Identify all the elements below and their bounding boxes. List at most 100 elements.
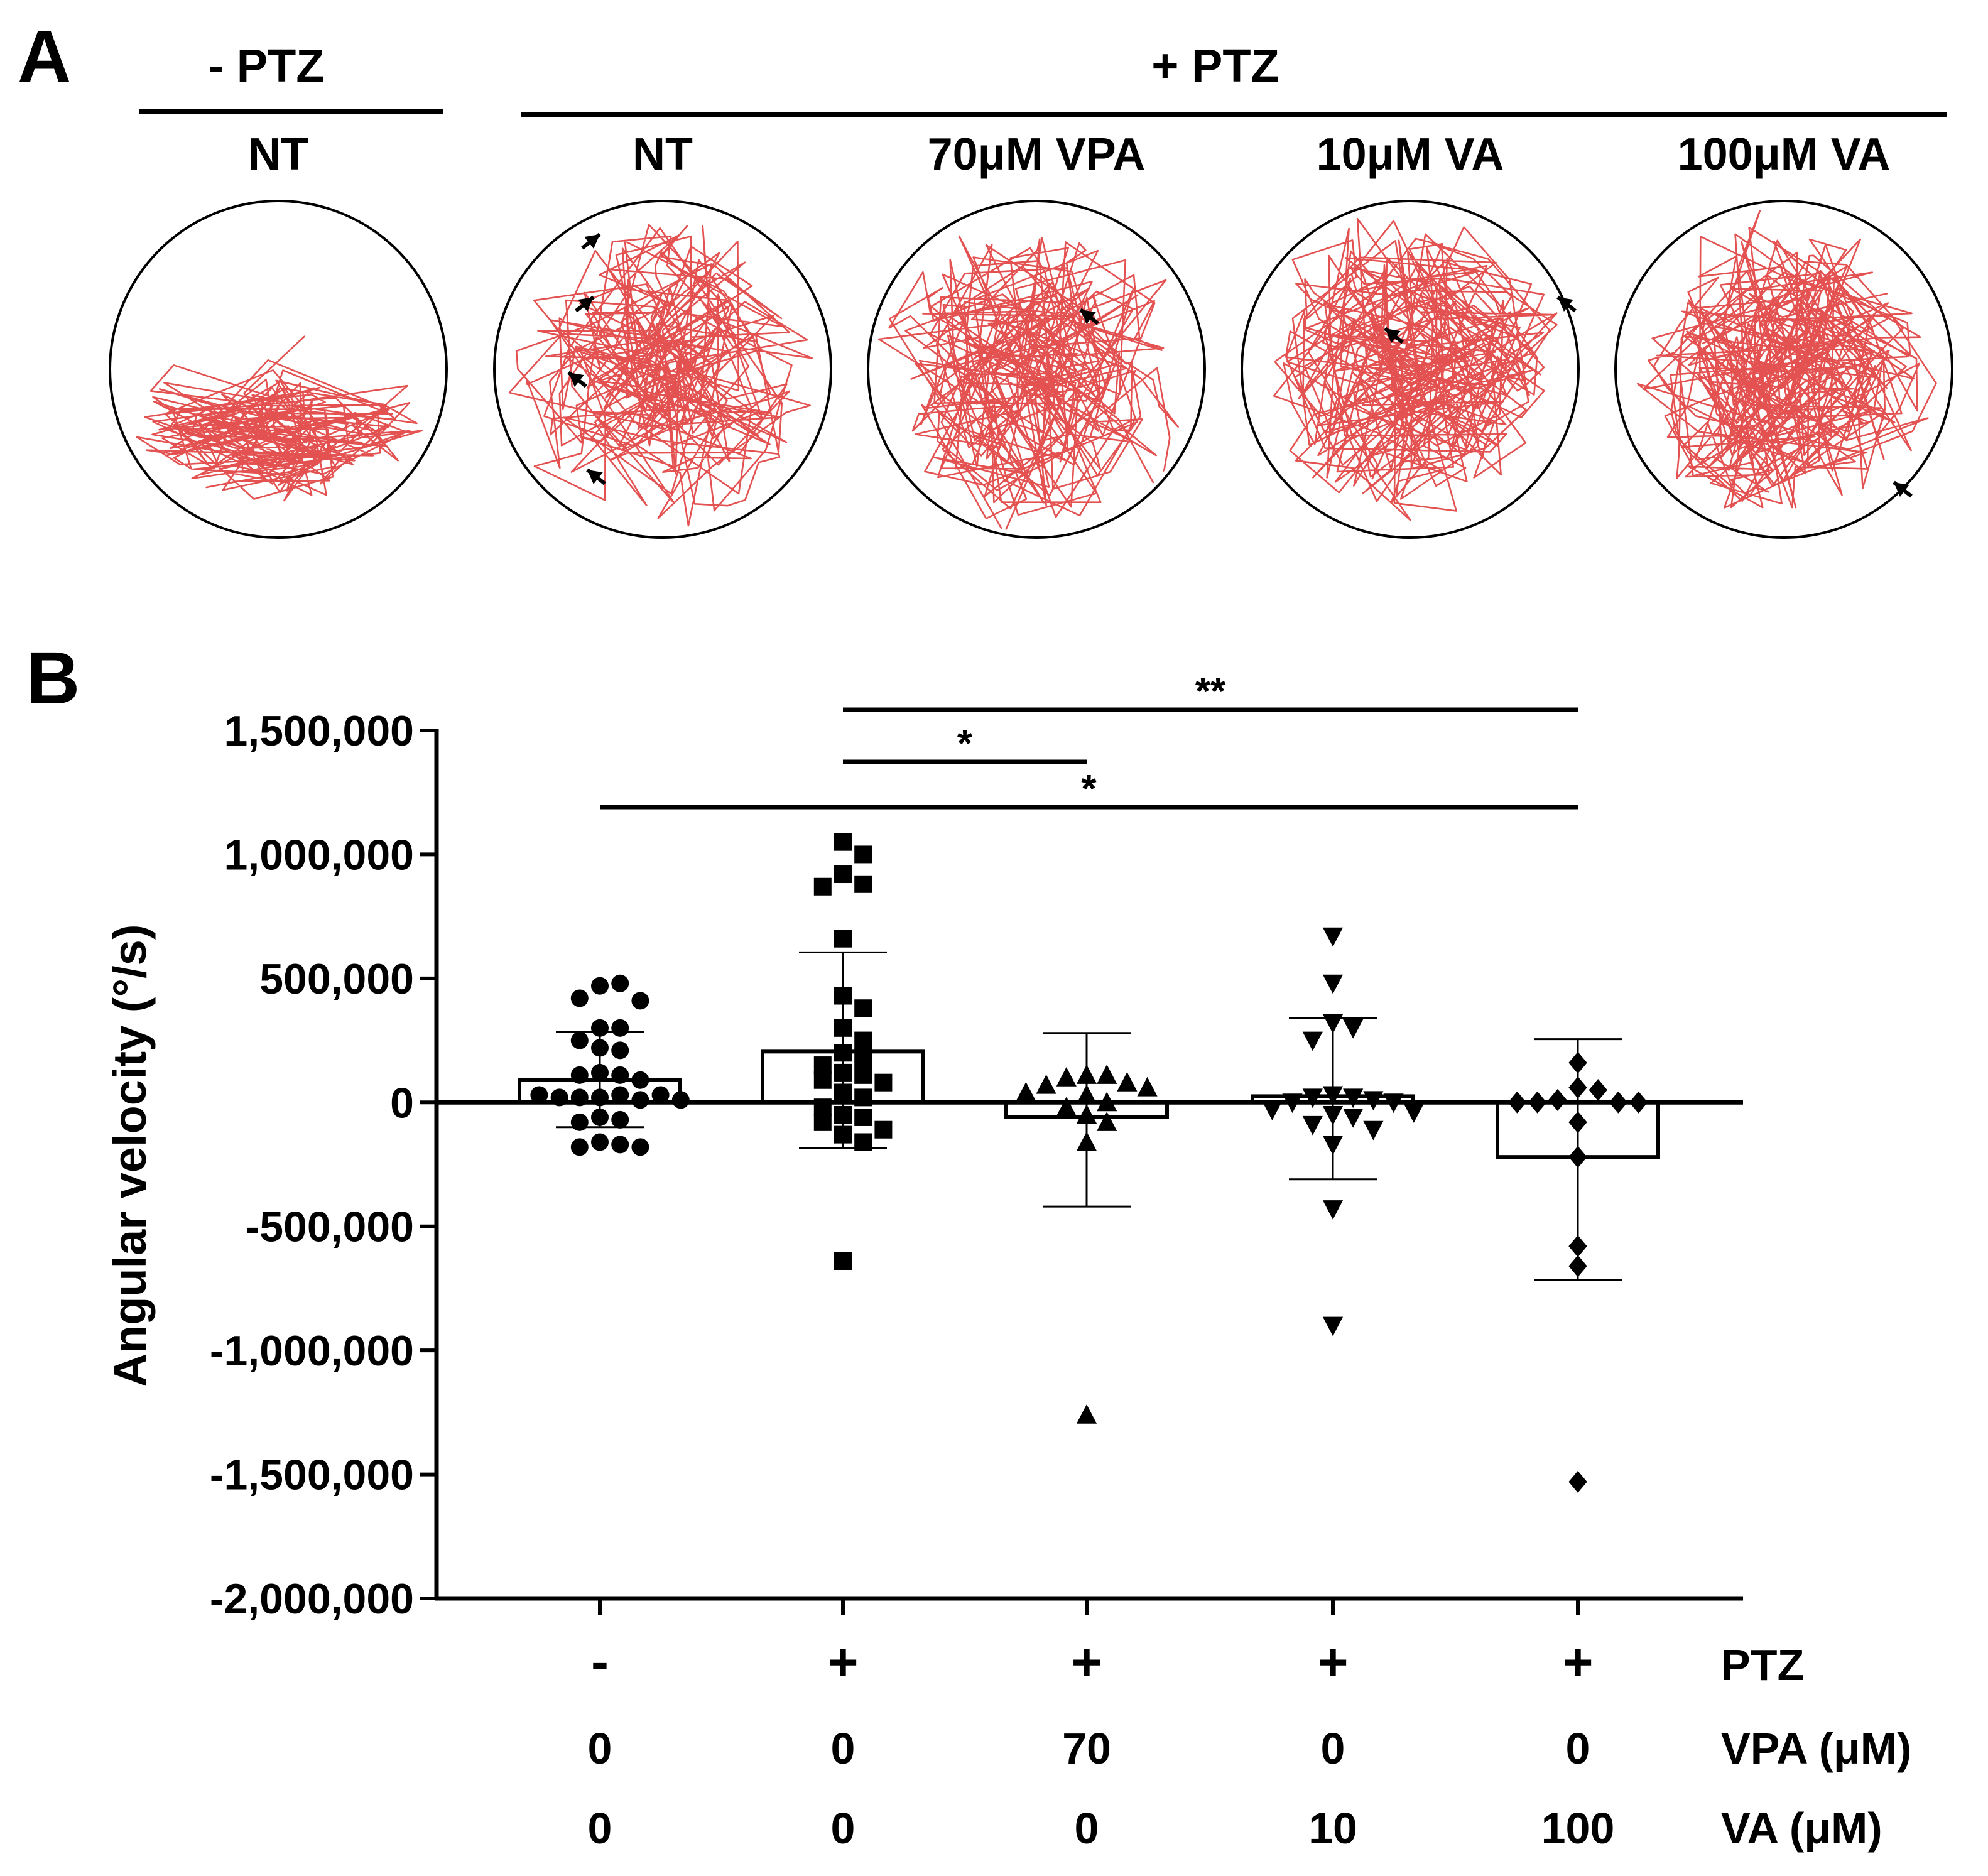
data-point xyxy=(834,865,852,884)
seizure-arrow-head xyxy=(1894,482,1909,497)
swim-track-3 xyxy=(877,235,1179,533)
y-axis-label: Angular velocity (°/s) xyxy=(104,924,156,1387)
data-point xyxy=(1262,1101,1283,1120)
arena-well-1 xyxy=(109,200,448,539)
data-point xyxy=(1056,1097,1077,1117)
data-point xyxy=(834,1063,852,1082)
data-point xyxy=(591,1133,609,1151)
seizure-arrow-head xyxy=(1080,310,1096,325)
well-label-1: NT xyxy=(248,129,308,180)
data-point xyxy=(1363,1091,1384,1111)
data-point xyxy=(834,1252,852,1270)
condition-value: 0 xyxy=(831,1804,855,1853)
y-tick-label: -1,000,000 xyxy=(210,1327,414,1375)
seizure-arrow-head xyxy=(1558,297,1573,312)
data-point xyxy=(651,1086,670,1104)
data-point xyxy=(1629,1091,1648,1114)
well-label-2: NT xyxy=(633,129,693,180)
condition-value: + xyxy=(1317,1632,1348,1691)
condition-value: + xyxy=(827,1632,858,1691)
data-point xyxy=(611,1041,629,1060)
data-point xyxy=(1322,1086,1344,1106)
y-tick-label: 1,500,000 xyxy=(224,707,414,755)
data-point xyxy=(1076,1131,1097,1151)
condition-row-label: VA (μM) xyxy=(1721,1804,1882,1853)
data-point xyxy=(631,1091,649,1109)
data-point xyxy=(854,1066,872,1084)
data-point xyxy=(1016,1082,1036,1102)
condition-value: + xyxy=(1562,1632,1593,1691)
data-point xyxy=(813,1113,832,1131)
data-point xyxy=(611,1086,629,1104)
data-point xyxy=(813,1098,832,1117)
y-tick-label: -1,500,000 xyxy=(210,1451,414,1499)
significance-label: * xyxy=(1081,767,1097,811)
data-point xyxy=(1548,1088,1567,1111)
significance-label: * xyxy=(957,722,973,766)
data-point xyxy=(1117,1071,1138,1092)
condition-value: - xyxy=(591,1632,609,1691)
data-point xyxy=(1097,1092,1117,1112)
data-point xyxy=(1302,1031,1323,1051)
data-point xyxy=(1282,1093,1303,1114)
condition-value: 0 xyxy=(1566,1724,1590,1773)
data-point xyxy=(854,845,872,864)
data-point xyxy=(834,1125,852,1144)
y-tick-label: 1,000,000 xyxy=(224,831,414,879)
data-point xyxy=(1343,1108,1364,1128)
seizure-arrow-head xyxy=(578,297,594,312)
data-point xyxy=(611,1136,629,1154)
data-point xyxy=(1076,1065,1097,1084)
y-tick-label: -500,000 xyxy=(246,1203,414,1251)
panel-a-letter: A xyxy=(18,15,71,98)
significance-label: ** xyxy=(1195,670,1226,713)
y-tick-label: 500,000 xyxy=(259,955,414,1003)
data-point xyxy=(874,1120,893,1139)
well-label-5: 100μM VA xyxy=(1678,129,1891,180)
data-point xyxy=(591,1019,609,1037)
condition-value: 100 xyxy=(1541,1804,1615,1853)
condition-row-label: PTZ xyxy=(1721,1640,1804,1689)
data-point xyxy=(1528,1091,1547,1114)
data-point xyxy=(834,1019,852,1037)
significance-brackets: **** xyxy=(600,670,1578,811)
data-point xyxy=(1609,1091,1628,1114)
data-point xyxy=(1343,1088,1364,1109)
data-point xyxy=(1056,1067,1077,1087)
data-point xyxy=(550,1088,568,1107)
data-point xyxy=(1589,1079,1607,1102)
data-point xyxy=(854,1133,872,1151)
swim-track-4 xyxy=(1273,217,1558,521)
data-point xyxy=(1403,1103,1424,1123)
condition-value: 0 xyxy=(1321,1724,1345,1773)
data-points xyxy=(530,833,1648,1493)
plus-ptz-header: + PTZ xyxy=(1151,40,1279,92)
condition-value: + xyxy=(1071,1632,1102,1691)
data-point xyxy=(1322,1014,1344,1034)
seizure-arrow-head xyxy=(587,470,603,485)
data-point xyxy=(1322,1106,1344,1125)
data-point xyxy=(570,989,589,1007)
swim-track-1 xyxy=(136,335,423,502)
data-point xyxy=(1322,1200,1344,1220)
data-point xyxy=(591,1063,609,1082)
data-point xyxy=(854,999,872,1017)
condition-table: - + + + + PTZ 0 0 70 0 0 VPA (μM) 0 0 0 10 100 VA (μM) xyxy=(588,1632,1912,1853)
data-point xyxy=(834,1083,852,1102)
data-point xyxy=(591,1039,609,1057)
data-point xyxy=(631,1138,649,1156)
data-point xyxy=(1076,1404,1097,1424)
data-point xyxy=(1343,1019,1364,1039)
seizure-arrow-head xyxy=(568,372,584,388)
well-label-3: 70μM VPA xyxy=(928,129,1146,180)
data-point xyxy=(570,1138,589,1156)
data-point xyxy=(1076,1104,1097,1124)
condition-value: 0 xyxy=(588,1804,612,1853)
data-point xyxy=(1568,1146,1587,1168)
data-point xyxy=(1363,1120,1384,1141)
well-label-4: 10μM VA xyxy=(1317,129,1504,180)
data-point xyxy=(591,1088,609,1107)
data-point xyxy=(813,1071,832,1089)
data-point xyxy=(530,1086,548,1104)
